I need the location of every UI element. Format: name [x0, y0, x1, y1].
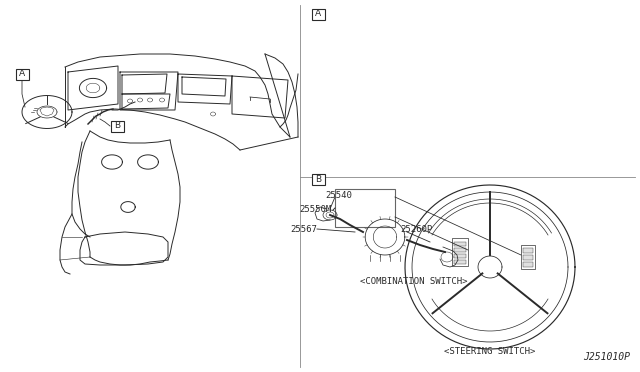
Text: A: A [315, 10, 321, 19]
Text: 25550M: 25550M [300, 205, 332, 215]
Bar [454, 248, 466, 252]
Bar [521, 245, 535, 269]
Bar [312, 9, 324, 19]
Bar [454, 242, 466, 246]
Bar [523, 262, 533, 267]
Bar [15, 68, 29, 80]
Text: 25540: 25540 [325, 190, 352, 199]
Text: B: B [114, 122, 120, 131]
Bar [111, 121, 124, 131]
Bar [452, 238, 468, 266]
Bar [454, 254, 466, 258]
Bar [335, 189, 395, 227]
Text: 25260P: 25260P [400, 224, 432, 234]
Text: B: B [315, 174, 321, 183]
Text: J251010P: J251010P [583, 352, 630, 362]
Text: <STEERING SWITCH>: <STEERING SWITCH> [444, 347, 536, 356]
Bar [454, 260, 466, 264]
Bar [523, 255, 533, 260]
Bar [312, 173, 324, 185]
Bar [523, 248, 533, 253]
Text: A: A [19, 70, 25, 78]
Text: 25567: 25567 [290, 224, 317, 234]
Text: <COMBINATION SWITCH>: <COMBINATION SWITCH> [360, 278, 467, 286]
